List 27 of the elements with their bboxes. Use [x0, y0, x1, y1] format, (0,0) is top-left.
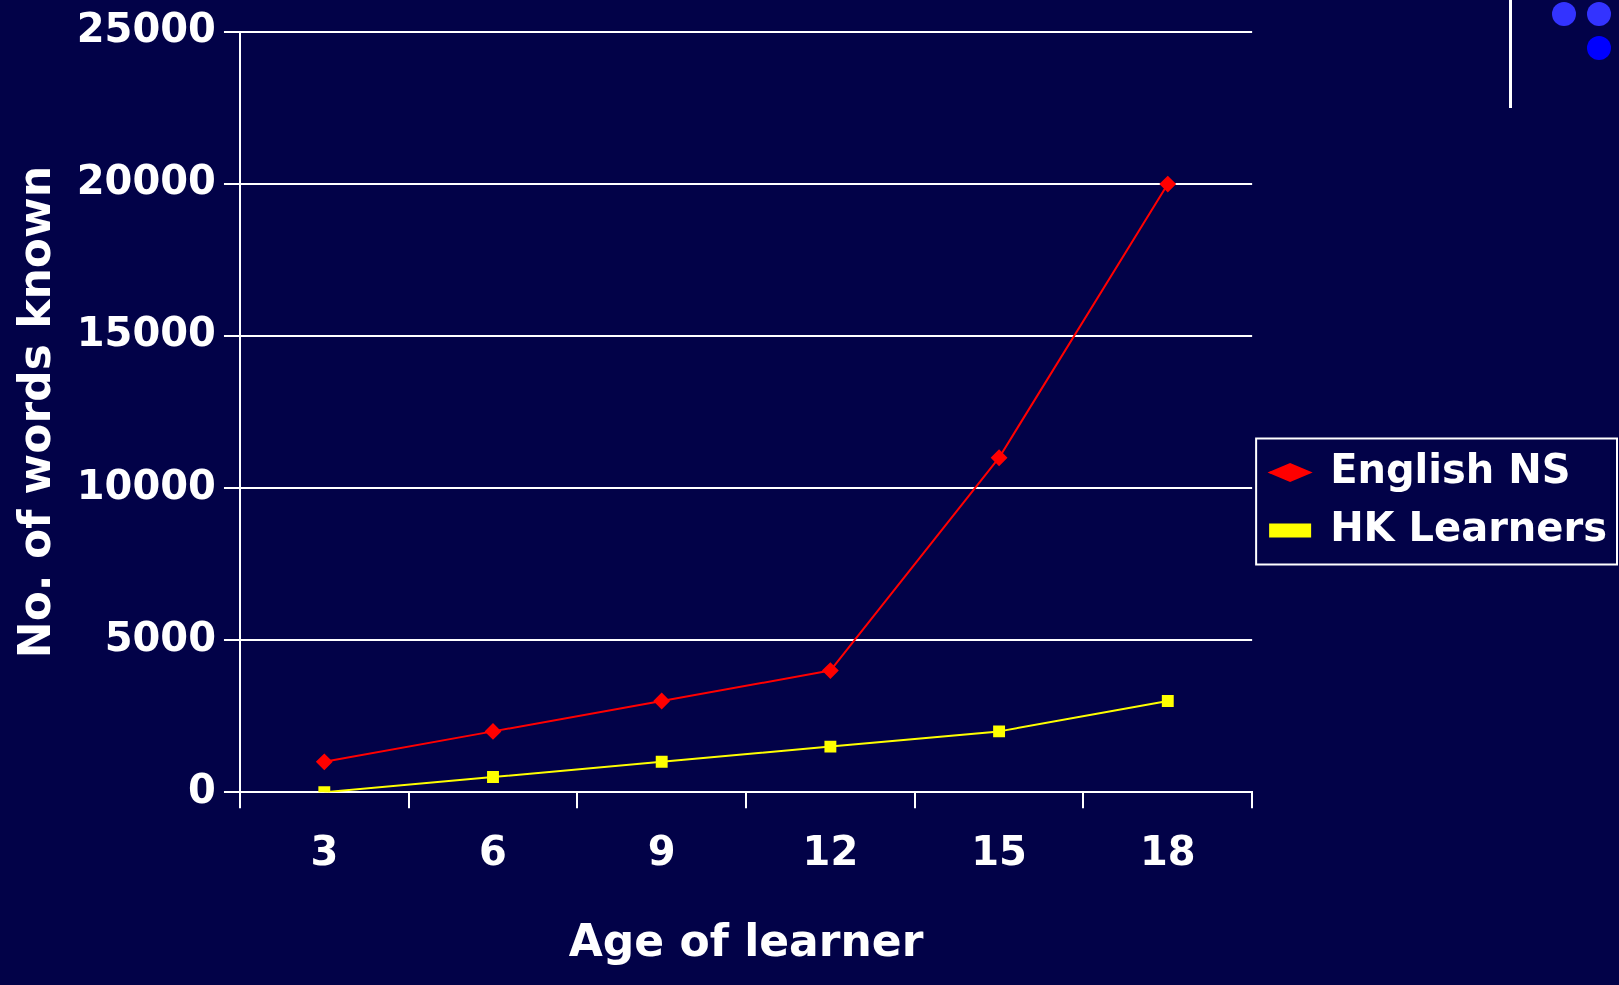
x-tick-label: 3	[310, 827, 339, 874]
point	[316, 753, 333, 770]
y-tick-label: 0	[188, 765, 216, 812]
point	[653, 692, 670, 709]
x-tick-label: 6	[479, 827, 507, 874]
y-tick-label: 25000	[76, 5, 216, 52]
point	[487, 771, 499, 783]
x-tick-label: 15	[971, 827, 1027, 874]
y-axis-title: No. of words known	[8, 166, 60, 659]
y-tick-label: 20000	[76, 157, 216, 204]
y-tick-label: 10000	[76, 461, 216, 508]
y-tick-label: 15000	[76, 309, 216, 356]
point	[1161, 695, 1174, 707]
point	[1159, 176, 1176, 193]
point	[824, 740, 837, 753]
x-tick-label: 12	[802, 827, 859, 874]
legend-label: HK Learners	[1330, 503, 1607, 550]
x-axis-title: Age of learner	[568, 915, 924, 967]
x-tick-label: 18	[1139, 827, 1196, 874]
point	[993, 725, 1006, 738]
point	[822, 662, 839, 679]
x-tick-label: 9	[647, 827, 676, 874]
point	[485, 723, 501, 740]
y-tick-label: 5000	[104, 613, 216, 660]
point	[991, 449, 1008, 466]
legend-label: English NS	[1330, 445, 1571, 492]
point	[655, 755, 668, 768]
